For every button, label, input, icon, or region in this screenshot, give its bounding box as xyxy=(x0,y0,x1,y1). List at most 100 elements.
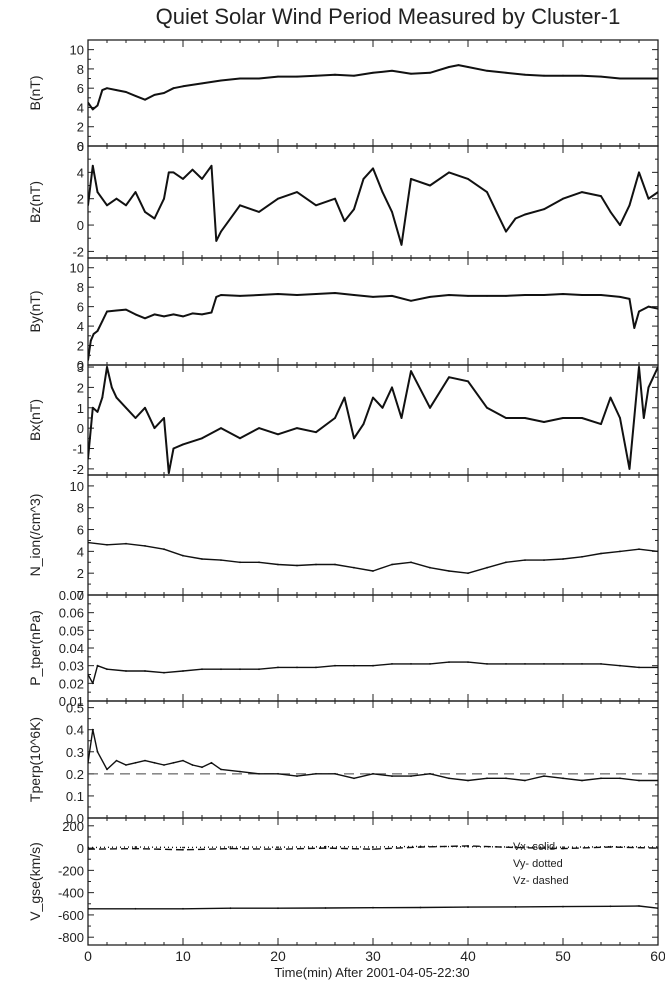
data-point xyxy=(581,663,583,665)
data-point xyxy=(657,77,658,80)
data-point xyxy=(115,197,118,200)
data-point xyxy=(505,777,507,780)
data-point xyxy=(410,561,412,564)
data-point xyxy=(543,294,545,296)
y-tick-label: 2 xyxy=(77,566,84,581)
data-point xyxy=(362,178,365,180)
data-point xyxy=(353,208,355,211)
data-point xyxy=(638,310,640,313)
data-point xyxy=(343,220,346,223)
data-point xyxy=(134,191,137,194)
y-tick-label: 0 xyxy=(77,588,84,603)
data-point xyxy=(153,313,156,316)
data-point xyxy=(277,907,279,910)
data-point xyxy=(543,208,545,211)
data-point xyxy=(429,663,431,665)
data-point xyxy=(144,670,146,672)
data-point xyxy=(106,543,108,546)
data-point xyxy=(562,663,564,665)
data-point xyxy=(239,204,241,207)
data-point xyxy=(106,668,108,671)
data-point xyxy=(657,366,658,368)
x-tick-label: 0 xyxy=(84,948,92,964)
data-point xyxy=(581,294,583,296)
data-point xyxy=(91,108,94,111)
y-tick-label: 0.02 xyxy=(59,676,84,691)
data-point xyxy=(581,74,583,77)
data-point xyxy=(562,417,564,419)
data-point xyxy=(486,406,488,409)
data-point xyxy=(182,443,184,446)
y-tick-label: -2 xyxy=(72,462,84,477)
data-point xyxy=(334,292,336,294)
data-point xyxy=(277,772,279,775)
y-tick-label: 0.03 xyxy=(59,659,84,674)
data-point xyxy=(277,75,279,78)
data-point xyxy=(220,768,222,771)
data-point xyxy=(210,761,213,764)
data-point xyxy=(410,72,412,75)
data-point xyxy=(524,294,526,296)
y-tick-label: 0.2 xyxy=(66,767,84,782)
data-point xyxy=(400,417,403,419)
y-tick-label: 1 xyxy=(77,401,84,416)
panel-frame xyxy=(87,700,659,819)
y-axis-label: Tperp(10^6K) xyxy=(27,717,43,802)
y-axis-label: P_tper(nPa) xyxy=(27,610,43,685)
data-point xyxy=(258,668,260,671)
data-point xyxy=(258,294,260,296)
panel-7: 0.0 0.1 0.2 0.3 0.4 0.5 Tperp(10^6K) xyxy=(27,700,659,826)
data-point xyxy=(167,472,170,474)
x-tick-label: 60 xyxy=(650,948,665,964)
data-point xyxy=(448,661,450,663)
data-point xyxy=(467,178,469,180)
y-axis-label: By(nT) xyxy=(27,291,43,333)
data-point xyxy=(353,777,355,780)
y-tick-label: 0.4 xyxy=(66,723,84,738)
data-point xyxy=(467,906,469,908)
data-point xyxy=(467,779,469,782)
data-point xyxy=(429,71,431,74)
data-point xyxy=(600,663,602,665)
data-point xyxy=(182,907,184,910)
data-point xyxy=(201,437,203,440)
data-point xyxy=(353,294,355,296)
data-point xyxy=(391,69,393,72)
y-tick-label: 6 xyxy=(77,300,84,315)
panel-2: -2 0 2 4 6 Bz(nT) xyxy=(27,139,659,259)
data-point xyxy=(258,77,260,80)
data-point xyxy=(448,777,450,780)
y-tick-label: -1 xyxy=(72,442,84,457)
y-tick-label: 0 xyxy=(77,841,84,856)
data-point xyxy=(600,777,602,780)
y-tick-label: 0.3 xyxy=(66,745,84,760)
data-point xyxy=(125,91,127,93)
data-point xyxy=(91,682,94,685)
y-tick-label: 8 xyxy=(77,62,84,77)
data-point xyxy=(88,848,89,851)
data-point xyxy=(467,572,469,575)
y-tick-label: 0.0 xyxy=(66,811,84,826)
y-tick-label: 4 xyxy=(77,100,84,115)
data-point xyxy=(277,293,279,295)
data-point xyxy=(125,308,127,311)
series-line-1 xyxy=(88,292,658,361)
y-tick-label: 8 xyxy=(77,280,84,295)
y-tick-label: 4 xyxy=(77,165,84,180)
data-point xyxy=(88,359,89,361)
y-tick-label: 0.04 xyxy=(59,641,84,656)
data-point xyxy=(101,320,104,323)
y-tick-label: 2 xyxy=(77,120,84,135)
data-point xyxy=(239,668,241,671)
data-point xyxy=(524,559,526,561)
data-point xyxy=(182,848,184,851)
panel-frame xyxy=(87,364,659,476)
data-point xyxy=(647,197,650,200)
panel-5: 0 2 4 6 8 10 N_ion(/cm^3) xyxy=(27,474,659,603)
data-point xyxy=(182,759,184,762)
y-tick-label: 3 xyxy=(77,360,84,375)
data-point xyxy=(647,305,650,308)
data-point xyxy=(115,396,118,399)
data-point xyxy=(201,668,203,671)
x-axis-ticks: 0 10 20 30 40 50 60 xyxy=(84,948,665,964)
